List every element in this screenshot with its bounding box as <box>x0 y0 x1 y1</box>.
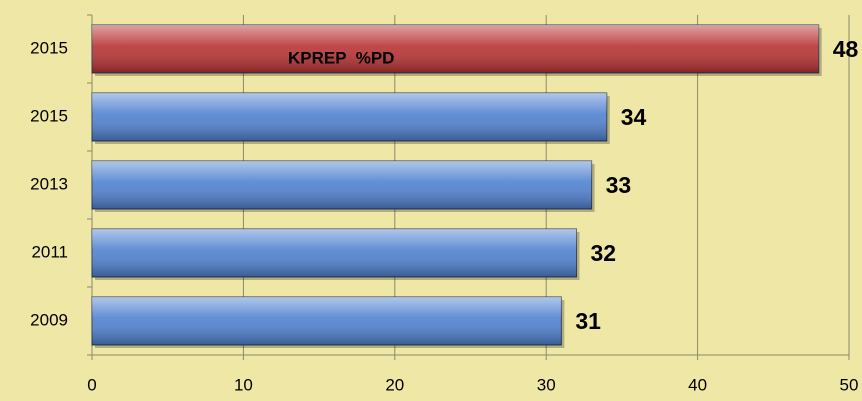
bar-shine <box>92 161 592 209</box>
x-tick-label: 40 <box>688 375 707 394</box>
y-tick-label: 2015 <box>30 38 68 57</box>
x-tick-label: 50 <box>840 375 859 394</box>
value-label: 34 <box>621 104 647 130</box>
y-tick-label: 2011 <box>31 242 68 261</box>
x-tick-label: 10 <box>234 375 253 394</box>
annotation: KPREP %PD <box>288 48 394 67</box>
bar-shine <box>92 297 562 345</box>
value-label: 33 <box>606 172 632 198</box>
value-label: 32 <box>590 240 616 266</box>
x-tick-label: 30 <box>537 375 556 394</box>
value-label: 31 <box>575 308 601 334</box>
x-tick-label: 20 <box>385 375 404 394</box>
y-tick-label: 2013 <box>30 174 68 193</box>
y-tick-label: 2015 <box>30 106 68 125</box>
value-label: 48 <box>833 36 859 62</box>
bar-shine <box>92 93 607 141</box>
x-tick-label: 0 <box>87 375 96 394</box>
y-tick-label: 2009 <box>30 310 68 329</box>
bar-shine <box>92 229 577 277</box>
bar-shine <box>92 25 819 73</box>
